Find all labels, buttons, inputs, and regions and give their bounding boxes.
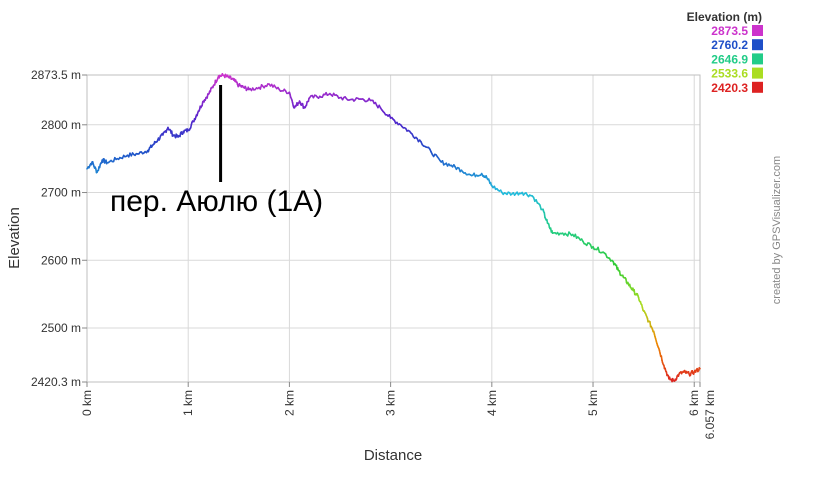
- legend-swatch: [752, 81, 763, 93]
- legend-swatch: [752, 53, 763, 65]
- x-tick-label: 0 km: [80, 390, 94, 416]
- credit-text: created by GPSVisualizer.com: [771, 156, 783, 304]
- legend-value: 2533.6: [711, 67, 748, 81]
- plot-frame: [86, 74, 701, 383]
- y-tick-label: 2800 m: [41, 118, 81, 132]
- legend-value: 2873.5: [711, 24, 748, 38]
- legend: Elevation (m) 2873.52760.22646.92533.624…: [687, 10, 763, 95]
- legend-title: Elevation (m): [687, 10, 762, 24]
- x-tick-label: 3 km: [384, 390, 398, 416]
- legend-swatch: [752, 67, 763, 79]
- x-tick-label: 6 km: [687, 390, 701, 416]
- y-tick-label: 2500 m: [41, 321, 81, 335]
- legend-value: 2760.2: [711, 38, 748, 52]
- y-axis-ticks: 2420.3 m 2500 m 2600 m 2700 m 2800 m 2873.5 m: [31, 68, 87, 389]
- y-tick-label: 2420.3 m: [31, 375, 81, 389]
- x-axis-ticks: 0 km 1 km 2 km 3 km 4 km 5 km 6 km 6.057 km: [80, 382, 717, 439]
- profile-segment: [597, 246, 601, 253]
- y-tick-label: 2700 m: [41, 186, 81, 200]
- profile-segment: [649, 320, 652, 328]
- elevation-profile: [86, 73, 701, 383]
- x-tick-label: 5 km: [586, 390, 600, 416]
- legend-value: 2420.3: [711, 81, 748, 95]
- legend-value: 2646.9: [711, 52, 748, 66]
- x-tick-label: 1 km: [181, 390, 195, 416]
- y-tick-label: 2873.5 m: [31, 68, 81, 82]
- x-tick-label: 2 km: [282, 390, 296, 416]
- profile-segment: [698, 367, 701, 370]
- y-axis-title: Elevation: [6, 207, 23, 269]
- x-tick-label: 6.057 km: [703, 390, 717, 439]
- x-axis-title: Distance: [364, 447, 422, 464]
- plot-border: [86, 74, 701, 383]
- y-tick-label: 2600 m: [41, 253, 81, 267]
- x-tick-label: 4 km: [485, 390, 499, 416]
- annotation: пер. Аюлю (1А): [110, 85, 323, 218]
- pass-label: пер. Аюлю (1А): [110, 185, 323, 218]
- legend-swatch: [752, 25, 763, 36]
- legend-swatch: [752, 39, 763, 51]
